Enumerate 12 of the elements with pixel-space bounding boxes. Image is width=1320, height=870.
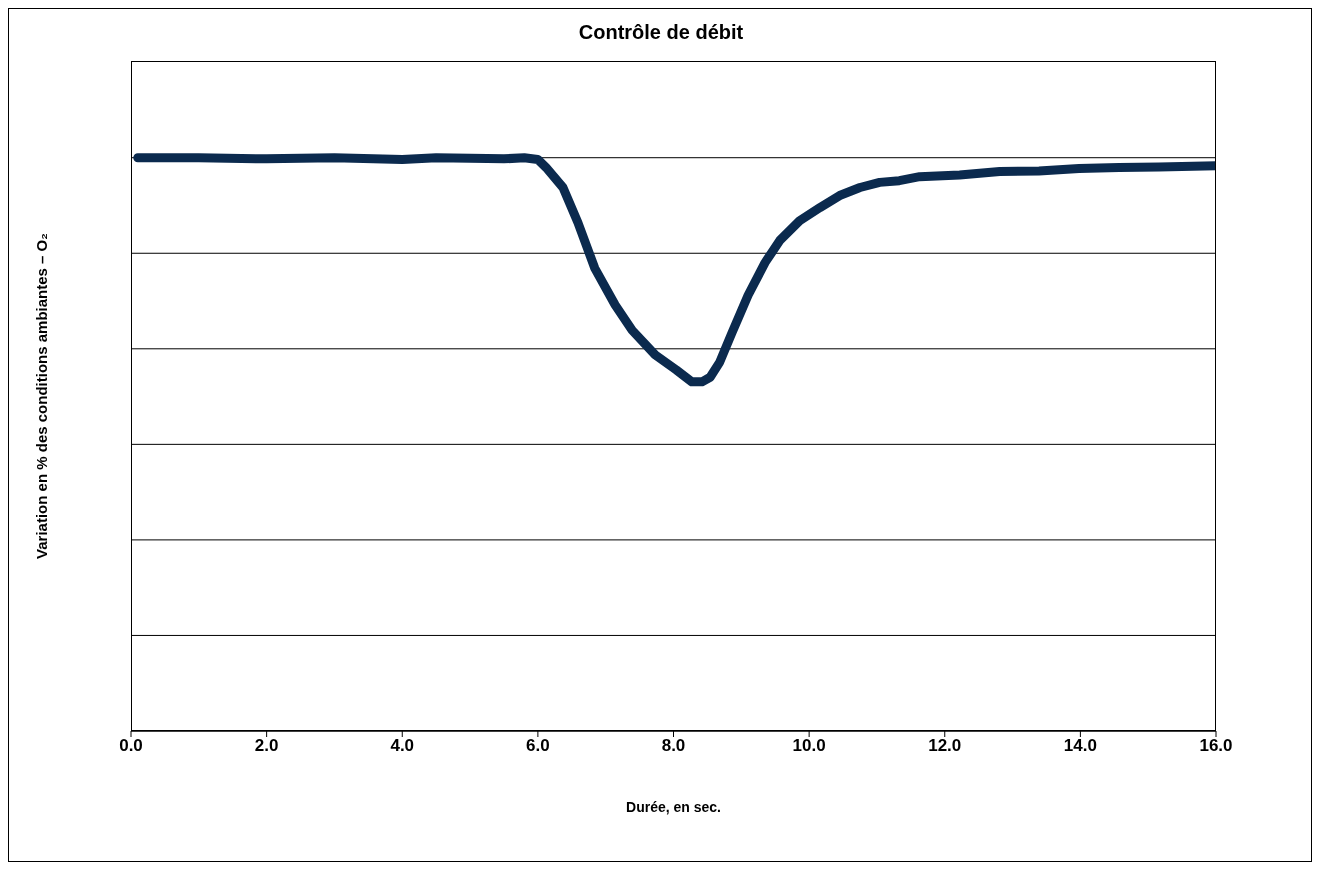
x-tick-label: 16.0 bbox=[1199, 736, 1233, 756]
x-tick-label: 14.0 bbox=[1063, 736, 1097, 756]
chart-title: Contrôle de débit bbox=[577, 21, 745, 44]
x-tick-label: 12.0 bbox=[928, 736, 962, 756]
x-axis-title: Durée, en sec. bbox=[625, 799, 722, 815]
x-tick-label: 0.0 bbox=[119, 736, 143, 756]
x-tick-label: 2.0 bbox=[254, 736, 279, 756]
x-tick-label: 8.0 bbox=[661, 736, 686, 756]
x-tick-label: 10.0 bbox=[792, 736, 826, 756]
x-tick-label: 4.0 bbox=[390, 736, 415, 756]
y-axis-title: Variation en % des conditions ambiantes – O₂ bbox=[32, 233, 50, 559]
x-tick-label: 6.0 bbox=[526, 736, 550, 756]
